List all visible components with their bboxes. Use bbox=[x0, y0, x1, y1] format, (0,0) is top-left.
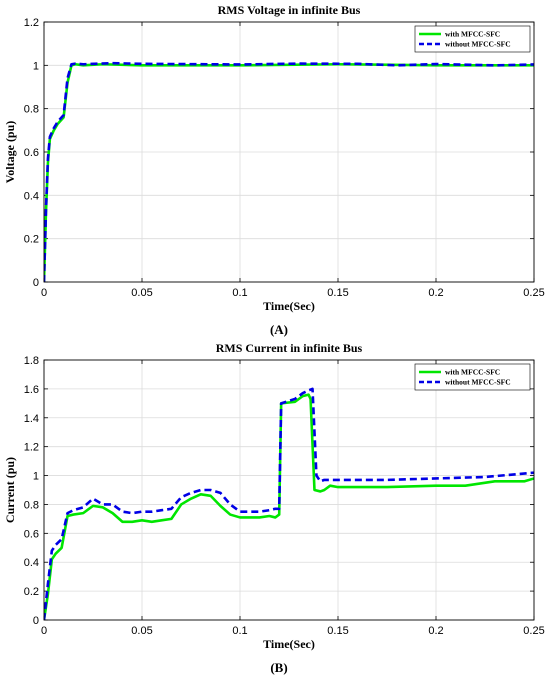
y-tick-label: 1 bbox=[33, 471, 39, 483]
y-tick-label: 0.8 bbox=[24, 499, 39, 511]
legend-box bbox=[414, 363, 531, 391]
series-line-without-mfcc-sfc bbox=[44, 387, 534, 620]
x-tick-label: 0 bbox=[41, 287, 47, 299]
x-tick-label: 0.25 bbox=[523, 625, 544, 637]
y-tick-label: 0.4 bbox=[24, 557, 39, 569]
x-tick-label: 0.1 bbox=[232, 287, 247, 299]
x-tick-label: 0.05 bbox=[131, 287, 152, 299]
legend-box bbox=[414, 25, 531, 53]
x-axis-label: Time(Sec) bbox=[263, 637, 315, 651]
y-tick-label: 0.6 bbox=[24, 147, 39, 159]
panel-label: (B) bbox=[270, 660, 287, 675]
y-axis-label: Current (pu) bbox=[3, 457, 17, 523]
y-tick-label: 0.2 bbox=[24, 586, 39, 598]
y-tick-label: 1.4 bbox=[24, 413, 39, 425]
axes-box bbox=[43, 359, 535, 621]
y-tick-label: 1 bbox=[33, 60, 39, 72]
y-tick-label: 1.2 bbox=[24, 442, 39, 454]
y-tick-label: 0.6 bbox=[24, 528, 39, 540]
series-line-with-mfcc-sfc bbox=[44, 393, 534, 620]
y-tick-label: 0.2 bbox=[24, 234, 39, 246]
legend-label: with MFCC-SFC bbox=[445, 368, 500, 377]
y-tick-label: 1.2 bbox=[24, 17, 39, 29]
legend-label: without MFCC-SFC bbox=[445, 40, 511, 49]
x-axis-label: Time(Sec) bbox=[263, 299, 315, 313]
panel-label: (A) bbox=[270, 322, 288, 337]
x-tick-label: 0.2 bbox=[428, 287, 443, 299]
y-axis-label: Voltage (pu) bbox=[3, 121, 17, 184]
x-tick-label: 0 bbox=[41, 625, 47, 637]
y-tick-label: 0 bbox=[33, 615, 39, 627]
axes-box bbox=[43, 21, 535, 283]
chart-title: RMS Current in infinite Bus bbox=[216, 341, 363, 355]
y-tick-label: 1.6 bbox=[24, 384, 39, 396]
y-tick-label: 0.8 bbox=[24, 104, 39, 116]
y-tick-label: 0 bbox=[33, 277, 39, 289]
legend-label: with MFCC-SFC bbox=[445, 30, 500, 39]
series-line-without-mfcc-sfc bbox=[44, 61, 534, 282]
voltage-chart: 0 0.05 0.1 0.15 0.2 0.25 0 0.2 0.4 0.6 0.8 1 1.2 RMS … bbox=[3, 3, 545, 337]
x-tick-label: 0.05 bbox=[131, 625, 152, 637]
plot-area bbox=[44, 360, 534, 620]
x-tick-label: 0.15 bbox=[327, 287, 348, 299]
current-chart: 0 0.05 0.1 0.15 0.2 0.25 0 0.2 0.4 0.6 0.8 1 1.2 1.4 1… bbox=[3, 341, 545, 675]
x-tick-label: 0.1 bbox=[232, 625, 247, 637]
y-tick-label: 0.4 bbox=[24, 190, 39, 202]
y-tick-label: 1.8 bbox=[24, 355, 39, 367]
x-tick-label: 0.15 bbox=[327, 625, 348, 637]
x-tick-label: 0.2 bbox=[428, 625, 443, 637]
x-tick-label: 0.25 bbox=[523, 287, 544, 299]
chart-title: RMS Voltage in infinite Bus bbox=[218, 3, 361, 17]
legend-label: without MFCC-SFC bbox=[445, 378, 511, 387]
